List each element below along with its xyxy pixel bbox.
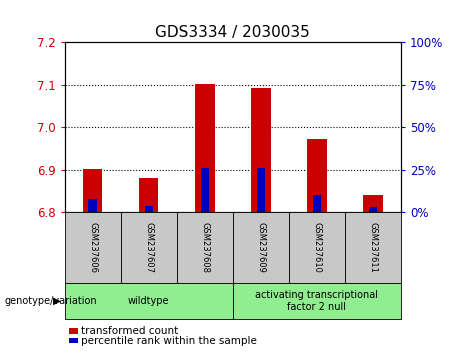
Text: GSM237607: GSM237607 xyxy=(144,222,153,273)
Bar xyxy=(363,195,383,212)
Bar xyxy=(313,195,321,212)
Text: activating transcriptional
factor 2 null: activating transcriptional factor 2 null xyxy=(255,290,378,312)
Text: GSM237608: GSM237608 xyxy=(200,222,209,273)
Text: GSM237609: GSM237609 xyxy=(256,222,266,273)
Bar xyxy=(83,169,102,212)
Bar xyxy=(251,88,271,212)
Bar xyxy=(307,139,327,212)
Bar xyxy=(145,206,153,212)
Text: transformed count: transformed count xyxy=(81,326,178,336)
Title: GDS3334 / 2030035: GDS3334 / 2030035 xyxy=(155,25,310,40)
Text: wildtype: wildtype xyxy=(128,296,170,306)
Bar xyxy=(139,178,159,212)
Text: GSM237610: GSM237610 xyxy=(313,222,321,273)
Text: GSM237606: GSM237606 xyxy=(88,222,97,273)
Bar xyxy=(201,168,209,212)
Bar xyxy=(89,199,97,212)
Text: ▶: ▶ xyxy=(53,296,61,306)
Text: percentile rank within the sample: percentile rank within the sample xyxy=(81,336,257,346)
Text: genotype/variation: genotype/variation xyxy=(5,296,97,306)
Bar xyxy=(257,168,265,212)
Text: GSM237611: GSM237611 xyxy=(368,222,378,273)
Bar xyxy=(369,207,377,212)
Bar xyxy=(195,84,214,212)
